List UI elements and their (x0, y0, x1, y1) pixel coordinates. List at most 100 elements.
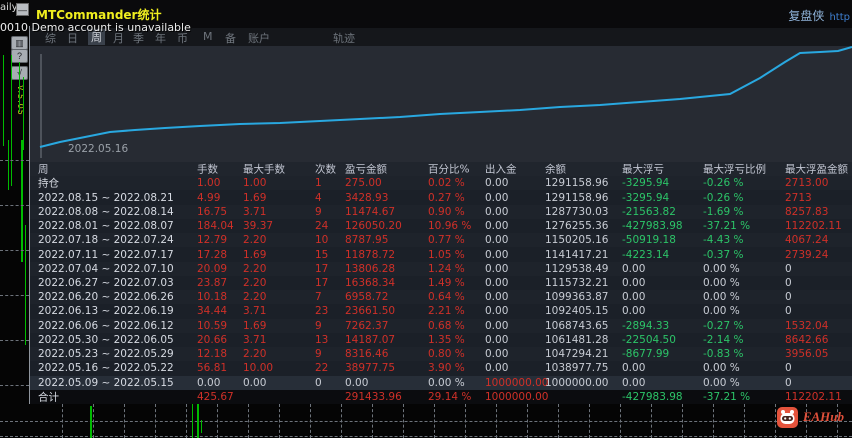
cell-value: 11878.72 (345, 248, 396, 261)
cell-value: -3295.94 (622, 191, 670, 204)
cell-value: 0.00 (485, 291, 509, 304)
cell-value: 0.00 (485, 348, 509, 361)
cell-value: 4 (315, 191, 322, 204)
cell-value: -8677.99 (622, 348, 670, 361)
table-row[interactable]: 2022.06.13 ~ 2022.06.19 34.44 3.71 23 23661.… (30, 304, 852, 319)
cell-value: -0.27 % (703, 319, 744, 332)
cell-value: 1099363.87 (545, 291, 609, 304)
table-row[interactable]: 2022.05.16 ~ 2022.05.22 56.81 10.00 22 38977… (30, 361, 852, 376)
cell-value: 1287730.03 (545, 205, 609, 218)
grid-line (310, 404, 311, 438)
minimize-button[interactable]: — (16, 3, 29, 16)
tab-账户[interactable]: 账户 (248, 32, 270, 45)
cell-value: 6958.72 (345, 291, 389, 304)
cell-value: 1.35 % (428, 333, 465, 346)
cell-value: 112202.11 (785, 220, 842, 233)
cell-value: 23661.50 (345, 305, 396, 318)
move-tool-button[interactable]: ▥ (11, 36, 28, 50)
underlying-window-title: aily (0, 2, 18, 13)
cell-value: 0.00 (485, 262, 509, 275)
cell-value: 1.05 % (428, 248, 465, 261)
brand-url[interactable]: http (829, 12, 850, 23)
candle-line (3, 55, 4, 146)
tab-轨迹[interactable]: 轨迹 (333, 32, 355, 45)
cell-value: 0 (785, 291, 792, 304)
cell-value: 0.00 (485, 319, 509, 332)
tab-综[interactable]: 综 (45, 32, 56, 45)
cell-value: 112202.11 (785, 390, 842, 403)
cell-value: 23.87 (197, 276, 228, 289)
table-row[interactable]: 2022.05.23 ~ 2022.05.29 12.18 2.20 9 8316.46… (30, 347, 852, 361)
equity-line (39, 46, 852, 148)
eahub-logo: EAHub (776, 405, 844, 429)
row-label: 持仓 (38, 177, 59, 190)
row-label: 2022.06.13 ~ 2022.06.19 (38, 305, 174, 318)
cell-value: 0.00 (243, 376, 267, 389)
cell-value: 8787.95 (345, 234, 389, 247)
candle-line (197, 404, 199, 438)
cell-value: 184.04 (197, 220, 234, 233)
cell-value: 10.18 (197, 291, 228, 304)
account-status-text: 0010 Demo account is unavailable (0, 21, 191, 34)
tab-月[interactable]: 月 (113, 32, 124, 45)
grid-line (558, 404, 559, 438)
grid-line (155, 404, 156, 438)
table-total-row[interactable]: 合计 425.67 291433.96 29.14 % 1000000.00 -42798… (30, 389, 852, 404)
cell-value: 0.64 % (428, 291, 465, 304)
table-row[interactable]: 2022.07.11 ~ 2022.07.17 17.28 1.69 15 11878.… (30, 247, 852, 262)
table-row[interactable]: 2022.06.06 ~ 2022.06.12 10.59 1.69 9 7262.37… (30, 319, 852, 333)
table-row[interactable]: 2022.08.08 ~ 2022.08.14 16.75 3.71 9 11474.6… (30, 205, 852, 219)
cell-value: 0 (315, 376, 322, 389)
tab-备[interactable]: 备 (225, 32, 236, 45)
table-row[interactable]: 2022.05.30 ~ 2022.06.05 20.66 3.71 13 14187.… (30, 332, 852, 348)
tab-M[interactable]: M (203, 30, 213, 43)
grid-line (0, 436, 852, 437)
cell-value: 1291158.96 (545, 177, 609, 190)
cell-value: 3.90 % (428, 362, 465, 375)
cell-value: 2.20 (243, 234, 267, 247)
tab-币[interactable]: 币 (177, 32, 188, 45)
row-label: 2022.06.20 ~ 2022.06.26 (38, 291, 174, 304)
grid-line (0, 250, 29, 251)
table-row[interactable]: 2022.06.20 ~ 2022.06.26 10.18 2.20 7 6958.72… (30, 290, 852, 304)
table-row[interactable]: 2022.05.09 ~ 2022.05.15 0.00 0.00 0 0.00 0.00… (30, 375, 852, 390)
table-row[interactable]: 2022.07.04 ~ 2022.07.10 20.09 2.20 17 13806.… (30, 262, 852, 276)
row-label: 2022.07.18 ~ 2022.07.24 (38, 234, 174, 247)
version-label: V.5.05 (16, 85, 25, 116)
column-header: 盈亏金额 (345, 163, 387, 176)
candle-line (21, 140, 23, 262)
cell-value: 3956.05 (785, 348, 829, 361)
cell-value: -37.21 % (703, 220, 751, 233)
cell-value: 2.21 % (428, 305, 465, 318)
table-row[interactable]: 2022.08.15 ~ 2022.08.21 4.99 1.69 4 3428.93 0… (30, 190, 852, 205)
cell-value: 0.00 % (703, 305, 740, 318)
tab-年[interactable]: 年 (155, 32, 166, 45)
cell-value: -4.43 % (703, 234, 744, 247)
cell-value: -4223.14 (622, 248, 670, 261)
table-row[interactable]: 2022.07.18 ~ 2022.07.24 12.79 2.20 10 8787.9… (30, 233, 852, 247)
cell-value: 0.00 (622, 276, 646, 289)
column-header: 出入金 (485, 163, 517, 176)
tab-日[interactable]: 日 (67, 32, 78, 45)
cell-value: 1150205.16 (545, 234, 609, 247)
tab-周[interactable]: 周 (88, 29, 105, 45)
help-button[interactable]: ? (11, 49, 28, 63)
cell-value: 1.00 (243, 177, 267, 190)
cell-value: 10.00 (243, 362, 274, 375)
grid-line (0, 205, 29, 206)
cell-value: 0.00 % (703, 376, 740, 389)
cell-value: 2.20 (243, 262, 267, 275)
cell-value: 0.77 % (428, 234, 465, 247)
mtcommander-panel: MTCommander统计 复盘侠 http 综日周月季年币 M 备账户 轨迹 202… (30, 0, 852, 404)
row-label: 2022.07.11 ~ 2022.07.17 (38, 248, 174, 261)
cell-value: 11474.67 (345, 205, 396, 218)
table-row[interactable]: 2022.06.27 ~ 2022.07.03 23.87 2.20 17 16368.… (30, 275, 852, 291)
cell-value: 1 (315, 177, 322, 190)
cell-value: 13 (315, 333, 329, 346)
tab-季[interactable]: 季 (133, 32, 144, 45)
cell-value: 1000000.00 (485, 376, 549, 389)
table-row[interactable]: 持仓 1.00 1.00 1 275.00 0.02 % 0.00 1291158.96 -32… (30, 176, 852, 190)
cell-value: 8316.46 (345, 348, 389, 361)
cell-value: 24 (315, 220, 329, 233)
table-row[interactable]: 2022.08.01 ~ 2022.08.07 184.04 39.37 24 1260… (30, 218, 852, 234)
